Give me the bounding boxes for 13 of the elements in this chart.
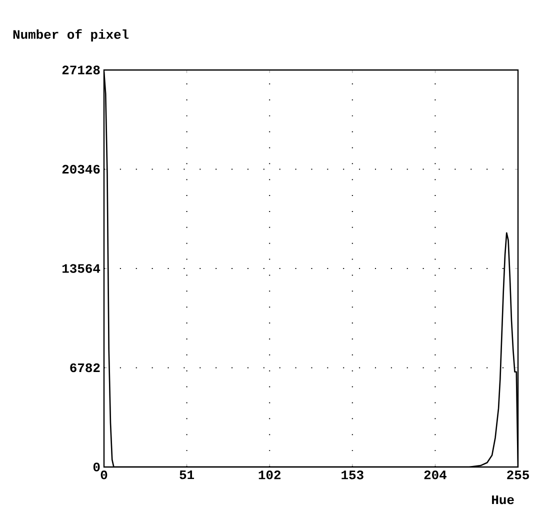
x-tick-label: 255 bbox=[507, 470, 529, 480]
x-tick-label: 0 bbox=[100, 470, 108, 480]
x-tick-label: 51 bbox=[180, 470, 194, 480]
x-tick-label: 153 bbox=[342, 470, 364, 480]
y-tick-label: 27128 bbox=[62, 66, 100, 74]
y-tick-label: 0 bbox=[93, 462, 100, 472]
y-axis-title: Number of pixel bbox=[13, 29, 129, 42]
y-tick-label: 6782 bbox=[70, 363, 100, 372]
y-tick-label: 13564 bbox=[62, 264, 100, 273]
x-tick-label: 204 bbox=[424, 470, 446, 480]
x-tick-label: 102 bbox=[258, 470, 280, 480]
y-tick-label: 20346 bbox=[62, 164, 100, 174]
x-axis-title: Hue bbox=[492, 496, 514, 504]
